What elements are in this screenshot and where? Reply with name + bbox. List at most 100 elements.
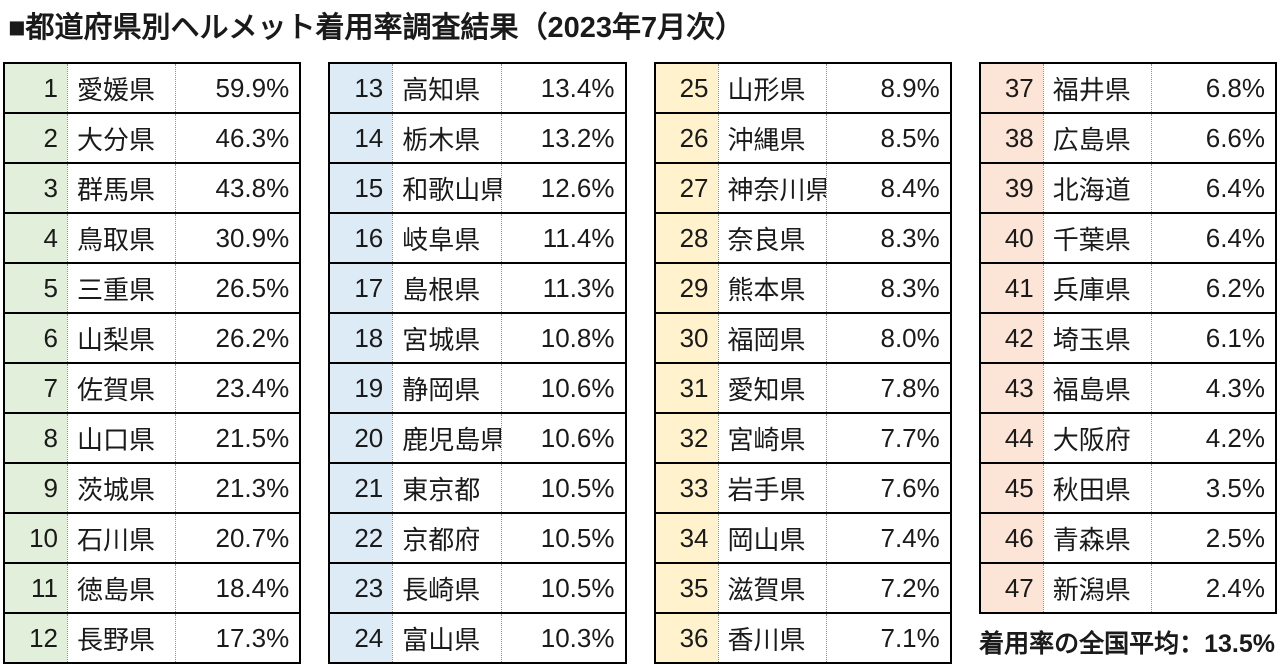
ranking-table: 13 高知県 13.4% 14 栃木県 13.2% 15 和歌山県 12.6% 16 岐阜県 11.4… — [328, 62, 627, 664]
rank-cell: 14 — [328, 112, 393, 164]
rank-cell: 24 — [328, 612, 393, 664]
rank-cell: 35 — [653, 562, 718, 614]
table-row: 1 愛媛県 59.9% — [3, 62, 302, 114]
rank-cell: 30 — [653, 312, 718, 364]
rank-cell: 47 — [978, 562, 1044, 614]
rank-cell: 18 — [328, 312, 393, 364]
prefecture-cell: 徳島県 — [66, 562, 176, 614]
rate-cell: 21.5% — [175, 412, 302, 464]
rank-cell: 10 — [3, 512, 68, 564]
rank-cell: 2 — [3, 112, 68, 164]
prefecture-cell: 岩手県 — [717, 462, 827, 514]
rank-cell: 19 — [328, 362, 393, 414]
prefecture-cell: 静岡県 — [392, 362, 501, 414]
ranking-table: 37 福井県 6.8% 38 広島県 6.6% 39 北海道 6.4% 40 千葉県 6.4% 41 兵庫… — [978, 62, 1277, 614]
table-row: 15 和歌山県 12.6% — [328, 162, 627, 214]
rate-cell: 10.6% — [500, 412, 627, 464]
table-row: 40 千葉県 6.4% — [978, 212, 1277, 264]
rate-cell: 4.2% — [1151, 412, 1277, 464]
rate-cell: 26.5% — [175, 262, 302, 314]
table-row: 21 東京都 10.5% — [328, 462, 627, 514]
ranking-column-1: 1 愛媛県 59.9% 2 大分県 46.3% 3 群馬県 43.8% 4 鳥取県 30.9% 5 三重県… — [3, 62, 302, 664]
rank-cell: 37 — [978, 62, 1044, 114]
prefecture-cell: 山口県 — [66, 412, 176, 464]
table-row: 30 福岡県 8.0% — [653, 312, 952, 364]
prefecture-cell: 香川県 — [717, 612, 827, 664]
rate-cell: 21.3% — [175, 462, 302, 514]
rank-cell: 34 — [653, 512, 718, 564]
table-row: 2 大分県 46.3% — [3, 112, 302, 164]
rank-cell: 16 — [328, 212, 393, 264]
prefecture-cell: 京都府 — [392, 512, 501, 564]
prefecture-cell: 長崎県 — [392, 562, 501, 614]
rate-cell: 11.4% — [500, 212, 627, 264]
rank-cell: 20 — [328, 412, 393, 464]
prefecture-cell: 大阪府 — [1042, 412, 1152, 464]
rate-cell: 3.5% — [1151, 462, 1277, 514]
prefecture-cell: 広島県 — [1042, 112, 1152, 164]
prefecture-cell: 岡山県 — [717, 512, 827, 564]
table-row: 37 福井県 6.8% — [978, 62, 1277, 114]
table-row: 20 鹿児島県 10.6% — [328, 412, 627, 464]
rank-cell: 3 — [3, 162, 68, 214]
rank-cell: 36 — [653, 612, 718, 664]
ranking-column-4: 37 福井県 6.8% 38 広島県 6.6% 39 北海道 6.4% 40 千葉県 6.4% 41 兵庫… — [978, 62, 1277, 659]
prefecture-cell: 和歌山県 — [392, 162, 501, 214]
ranking-tables: 1 愛媛県 59.9% 2 大分県 46.3% 3 群馬県 43.8% 4 鳥取県 30.9% 5 三重県… — [0, 62, 1280, 664]
rate-cell: 26.2% — [175, 312, 302, 364]
page-title: ■都道府県別ヘルメット着用率調査結果（2023年7月次） — [8, 12, 745, 44]
rate-cell: 4.3% — [1151, 362, 1277, 414]
table-row: 47 新潟県 2.4% — [978, 562, 1277, 614]
table-row: 6 山梨県 26.2% — [3, 312, 302, 364]
prefecture-cell: 熊本県 — [717, 262, 827, 314]
table-row: 4 鳥取県 30.9% — [3, 212, 302, 264]
table-row: 43 福島県 4.3% — [978, 362, 1277, 414]
prefecture-cell: 神奈川県 — [717, 162, 827, 214]
rank-cell: 43 — [978, 362, 1044, 414]
prefecture-cell: 三重県 — [66, 262, 176, 314]
rate-cell: 8.4% — [825, 162, 952, 214]
rate-cell: 6.4% — [1151, 212, 1277, 264]
rate-cell: 8.3% — [825, 212, 952, 264]
rank-cell: 39 — [978, 162, 1044, 214]
rate-cell: 11.3% — [500, 262, 627, 314]
rate-cell: 18.4% — [175, 562, 302, 614]
rate-cell: 10.8% — [500, 312, 627, 364]
rate-cell: 10.6% — [500, 362, 627, 414]
rate-cell: 7.4% — [825, 512, 952, 564]
rate-cell: 7.8% — [825, 362, 952, 414]
prefecture-cell: 長野県 — [66, 612, 176, 664]
prefecture-cell: 茨城県 — [66, 462, 176, 514]
prefecture-cell: 滋賀県 — [717, 562, 827, 614]
prefecture-cell: 福島県 — [1042, 362, 1152, 414]
table-row: 45 秋田県 3.5% — [978, 462, 1277, 514]
prefecture-cell: 愛媛県 — [66, 62, 176, 114]
rate-cell: 7.6% — [825, 462, 952, 514]
rank-cell: 45 — [978, 462, 1044, 514]
prefecture-cell: 沖縄県 — [717, 112, 827, 164]
rate-cell: 10.5% — [500, 462, 627, 514]
rank-cell: 33 — [653, 462, 718, 514]
table-row: 7 佐賀県 23.4% — [3, 362, 302, 414]
table-row: 9 茨城県 21.3% — [3, 462, 302, 514]
rank-cell: 44 — [978, 412, 1044, 464]
rate-cell: 10.5% — [500, 512, 627, 564]
rank-cell: 41 — [978, 262, 1044, 314]
table-row: 13 高知県 13.4% — [328, 62, 627, 114]
rate-cell: 13.2% — [500, 112, 627, 164]
rate-cell: 17.3% — [175, 612, 302, 664]
rate-cell: 10.5% — [500, 562, 627, 614]
prefecture-cell: 宮崎県 — [717, 412, 827, 464]
rank-cell: 4 — [3, 212, 68, 264]
table-row: 14 栃木県 13.2% — [328, 112, 627, 164]
prefecture-cell: 青森県 — [1042, 512, 1152, 564]
rank-cell: 32 — [653, 412, 718, 464]
rank-cell: 11 — [3, 562, 68, 614]
rate-cell: 30.9% — [175, 212, 302, 264]
prefecture-cell: 兵庫県 — [1042, 262, 1152, 314]
rate-cell: 23.4% — [175, 362, 302, 414]
rank-cell: 12 — [3, 612, 68, 664]
ranking-table: 25 山形県 8.9% 26 沖縄県 8.5% 27 神奈川県 8.4% 28 奈良県 8.3% 29 熊… — [653, 62, 952, 664]
rank-cell: 13 — [328, 62, 393, 114]
table-row: 36 香川県 7.1% — [653, 612, 952, 664]
